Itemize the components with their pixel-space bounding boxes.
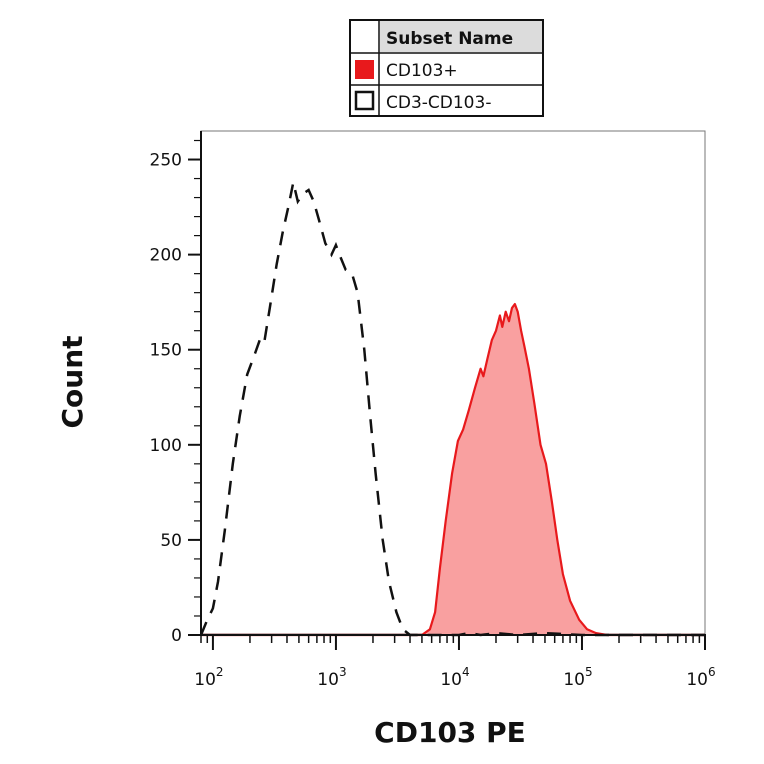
- x-tick-label: 102: [194, 665, 223, 690]
- x-tick-label: 104: [440, 665, 469, 690]
- y-tick-label: 0: [171, 626, 182, 646]
- y-tick-label: 250: [150, 151, 182, 171]
- y-tick-label: 100: [150, 436, 182, 456]
- x-tick-label: 106: [686, 665, 715, 690]
- x-tick-label: 103: [317, 665, 346, 690]
- legend-swatch-cd3-cd103-negative: [354, 90, 375, 111]
- legend-entry-cd3-cd103-negative: CD3-CD103-: [386, 93, 491, 113]
- series-line-cd103: [201, 303, 705, 637]
- legend-header-bg: [380, 21, 542, 52]
- x-axis-ticks: 102 103 104 105 106: [194, 635, 716, 690]
- y-tick-label: 150: [150, 341, 182, 361]
- legend-header: Subset Name: [386, 29, 513, 49]
- y-tick-label: 50: [160, 531, 182, 551]
- legend: Subset Name CD103+ CD3-CD103-: [349, 19, 544, 117]
- legend-swatch-cd103-positive: [355, 60, 374, 79]
- series-layer: [199, 182, 705, 637]
- y-tick-label: 200: [150, 246, 182, 266]
- x-tick-label: 105: [563, 665, 592, 690]
- y-axis-ticks: 0 50 100 150 200 250: [150, 139, 201, 646]
- x-axis-title: CD103 PE: [374, 716, 526, 749]
- legend-entry-cd103-positive: CD103+: [386, 61, 458, 81]
- series-line-cd3-cd103: [199, 182, 705, 637]
- y-axis-title: Count: [56, 335, 89, 428]
